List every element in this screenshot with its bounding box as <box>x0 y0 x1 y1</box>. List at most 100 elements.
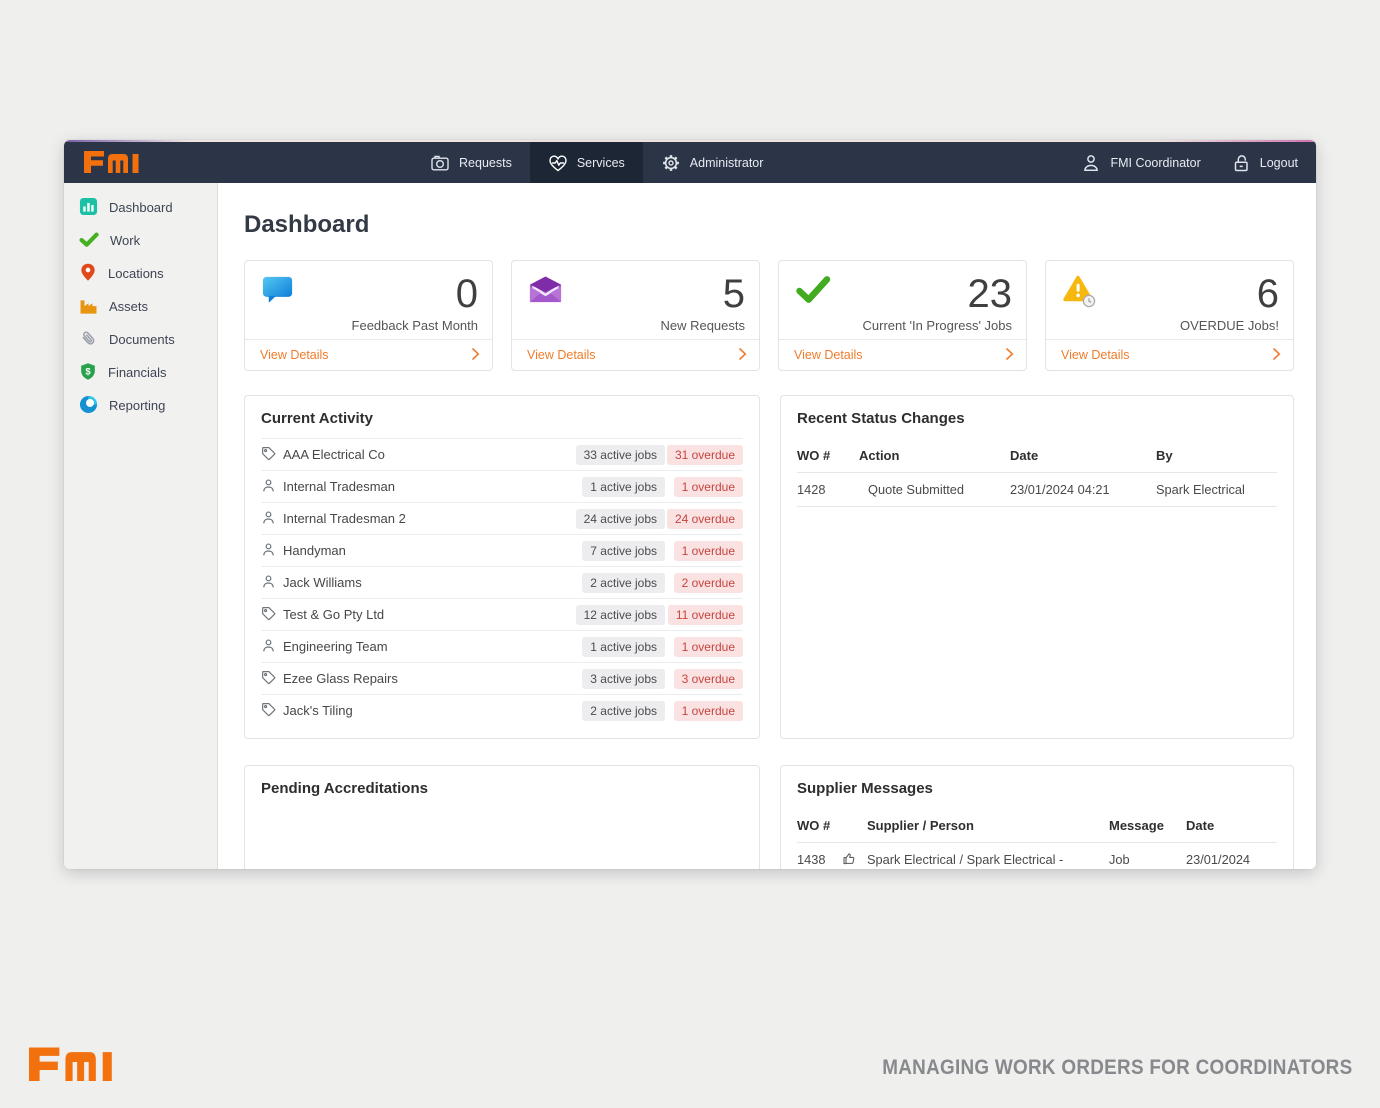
bar-chart-icon <box>79 197 98 219</box>
wo-number: 1428 <box>797 482 826 497</box>
person-icon <box>261 638 276 656</box>
person-icon <box>261 478 276 496</box>
paperclip-icon <box>79 329 98 351</box>
person-icon <box>261 510 276 528</box>
chevron-right-icon <box>1005 347 1014 364</box>
speech-bubble-icon <box>261 274 296 339</box>
panel-title: Current Activity <box>261 410 373 427</box>
chevron-right-icon <box>1272 347 1281 364</box>
map-pin-icon <box>79 262 97 285</box>
activity-row[interactable]: Test & Go Pty Ltd 12 active jobs 11 over… <box>261 598 743 630</box>
sidebar-item-label: Assets <box>109 299 149 314</box>
dollar-shield-icon: $ <box>79 362 97 384</box>
thumbs-up-icon <box>842 852 867 869</box>
panel-title: Recent Status Changes <box>797 410 965 427</box>
overdue-badge: 1 overdue <box>673 476 743 497</box>
activity-row[interactable]: Jack's Tiling 2 active jobs 1 overdue <box>261 694 743 726</box>
activity-row[interactable]: Ezee Glass Repairs 3 active jobs 3 overd… <box>261 662 743 694</box>
recent-status-panel: Recent Status Changes WO # Action Date B… <box>780 395 1294 739</box>
sidebar-item-locations[interactable]: Locations <box>64 257 217 290</box>
message-cell: Job Accepted <box>1109 852 1162 869</box>
checkmark-icon <box>79 230 99 252</box>
sidebar-item-label: Reporting <box>109 398 166 413</box>
sidebar-item-label: Financials <box>108 365 167 380</box>
card-value: 6 <box>1256 272 1279 316</box>
activity-row[interactable]: Internal Tradesman 2 24 active jobs 24 o… <box>261 502 743 534</box>
card-new-requests: 5 New Requests View Details <box>511 260 760 371</box>
app-window: Requests Services <box>64 140 1316 869</box>
activity-row[interactable]: AAA Electrical Co 33 active jobs 31 over… <box>261 438 743 470</box>
activity-name: Internal Tradesman 2 <box>283 511 406 526</box>
tab-administrator[interactable]: Administrator <box>643 142 782 183</box>
sidebar-item-documents[interactable]: Documents <box>64 323 217 356</box>
card-value: 0 <box>455 272 478 316</box>
window-accent-bar <box>64 140 1316 142</box>
activity-row[interactable]: Jack Williams 2 active jobs 2 overdue <box>261 566 743 598</box>
activity-name: Engineering Team <box>283 639 388 654</box>
fmi-logo[interactable] <box>80 142 142 183</box>
user-label: FMI Coordinator <box>1110 155 1201 170</box>
card-value: 5 <box>722 272 745 316</box>
chevron-right-icon <box>471 347 480 364</box>
user-icon <box>1081 153 1101 173</box>
tab-services[interactable]: Services <box>529 142 643 183</box>
pending-accreditations-panel: Pending Accreditations <box>244 765 760 869</box>
sidebar-item-assets[interactable]: Assets <box>64 290 217 323</box>
tag-icon <box>261 606 276 624</box>
card-feedback: 0 Feedback Past Month View Details <box>244 260 493 371</box>
supplier-messages-panel: Supplier Messages WO # Supplier / Person… <box>780 765 1294 869</box>
overdue-badge: 24 overdue <box>666 508 743 529</box>
messages-table-row[interactable]: 1438 Spark Electrical / Spark Electrical… <box>797 843 1277 869</box>
view-details-link[interactable]: View Details <box>779 339 1026 370</box>
panel-title: Supplier Messages <box>797 780 933 797</box>
camera-icon <box>430 153 450 173</box>
envelope-icon <box>528 274 563 339</box>
status-table-row[interactable]: 1428 Quote Submitted 23/01/2024 04:21 Sp… <box>797 473 1277 507</box>
nav-tabs: Requests Services <box>412 142 781 183</box>
activity-name: Ezee Glass Repairs <box>283 671 398 686</box>
overdue-badge: 1 overdue <box>673 540 743 561</box>
activity-row[interactable]: Engineering Team 1 active jobs 1 overdue <box>261 630 743 662</box>
warning-clock-icon <box>1062 274 1098 339</box>
heart-pulse-icon <box>548 153 568 173</box>
status-table-header: WO # Action Date By <box>797 438 1277 473</box>
activity-name: Internal Tradesman <box>283 479 396 494</box>
active-jobs-badge: 33 active jobs <box>575 444 665 465</box>
top-nav: Requests Services <box>64 142 1316 183</box>
wo-number: 1438 <box>797 852 826 867</box>
main-content: Dashboard 0 Feedback Past Month Vie <box>218 183 1316 869</box>
person-icon <box>261 574 276 592</box>
date-cell: 23/01/2024 04:21 <box>1010 482 1110 497</box>
summary-cards: 0 Feedback Past Month View Details <box>244 260 1294 371</box>
activity-name: Jack's Tiling <box>283 703 353 718</box>
active-jobs-badge: 7 active jobs <box>582 540 665 561</box>
view-details-link[interactable]: View Details <box>245 339 492 370</box>
overdue-badge: 1 overdue <box>673 636 743 657</box>
footer-fmi-logo <box>24 1046 116 1089</box>
chevron-right-icon <box>738 347 747 364</box>
sidebar-item-dashboard[interactable]: Dashboard <box>64 191 217 224</box>
activity-row[interactable]: Internal Tradesman 1 active jobs 1 overd… <box>261 470 743 502</box>
by-cell: Spark Electrical <box>1156 482 1245 497</box>
tab-requests[interactable]: Requests <box>412 142 530 183</box>
view-details-link[interactable]: View Details <box>512 339 759 370</box>
footer-tagline: MANAGING WORK ORDERS FOR COORDINATORS <box>881 1056 1352 1079</box>
sidebar-item-financials[interactable]: $ Financials <box>64 356 217 389</box>
card-in-progress: 23 Current 'In Progress' Jobs View Detai… <box>778 260 1027 371</box>
logout-button[interactable]: Logout <box>1231 153 1298 173</box>
tag-icon <box>261 670 276 688</box>
current-activity-panel: Current Activity AAA Electrical Co <box>244 395 760 739</box>
activity-name: Jack Williams <box>283 575 362 590</box>
activity-name: Handyman <box>283 543 346 558</box>
sidebar-item-work[interactable]: Work <box>64 224 217 257</box>
sidebar-item-label: Work <box>110 233 141 248</box>
overdue-badge: 2 overdue <box>673 572 743 593</box>
view-details-link[interactable]: View Details <box>1046 339 1293 370</box>
card-overdue: 6 OVERDUE Jobs! View Details <box>1045 260 1294 371</box>
card-label: Current 'In Progress' Jobs <box>862 317 1012 333</box>
activity-row[interactable]: Handyman 7 active jobs 1 overdue <box>261 534 743 566</box>
sidebar-item-label: Documents <box>109 332 175 347</box>
user-menu[interactable]: FMI Coordinator <box>1081 153 1201 173</box>
nav-right: FMI Coordinator Logout <box>1051 142 1316 183</box>
sidebar-item-reporting[interactable]: Reporting <box>64 389 217 422</box>
